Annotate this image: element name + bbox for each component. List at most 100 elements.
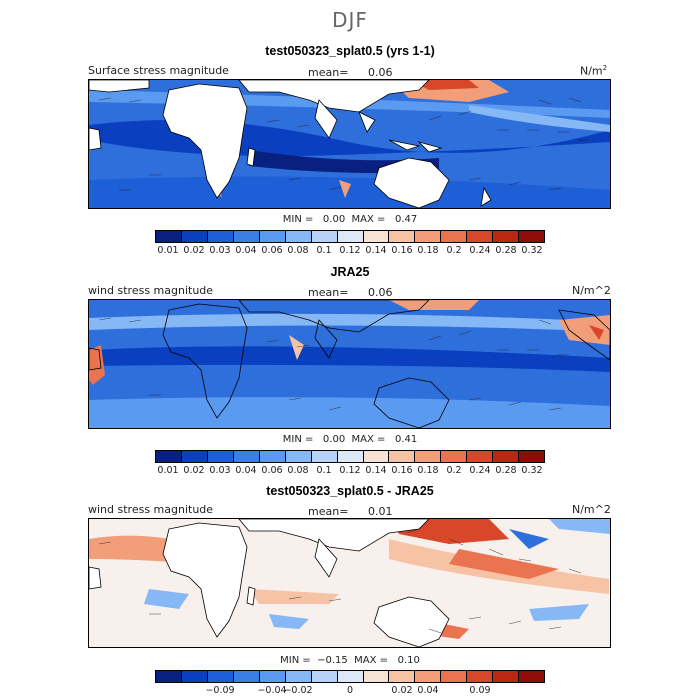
colorbar-tick-label: 0.32 (521, 465, 543, 476)
panel-1-colorbar (155, 230, 545, 243)
panel-1-mean-label: mean= (308, 66, 349, 79)
colorbar-tick-label: −0.04 (257, 685, 287, 696)
colorbar-tick-label: 0.32 (521, 245, 543, 256)
panel-3-mean-value: 0.01 (368, 505, 393, 518)
colorbar-swatch (259, 671, 286, 682)
colorbar-swatch (156, 451, 182, 462)
colorbar-tick-label: 0.03 (209, 465, 231, 476)
colorbar-swatch (207, 671, 234, 682)
colorbar-tick-label: 0.02 (183, 465, 205, 476)
colorbar-swatch (467, 451, 494, 462)
panel-2-colorbar (155, 450, 545, 463)
colorbar-swatch (441, 231, 468, 242)
colorbar-swatch (156, 231, 182, 242)
colorbar-tick-label: 0.06 (261, 465, 283, 476)
colorbar-swatch (311, 451, 338, 462)
colorbar-tick-label: 0 (346, 685, 354, 696)
colorbar-swatch (311, 671, 338, 682)
panel-3-title: test050323_splat0.5 - JRA25 (266, 484, 434, 498)
colorbar-swatch (415, 451, 442, 462)
colorbar-swatch (415, 231, 442, 242)
colorbar-swatch (467, 231, 494, 242)
colorbar-tick-label: 0.03 (209, 245, 231, 256)
colorbar-tick-label: 0.24 (469, 245, 491, 256)
colorbar-swatch (389, 231, 416, 242)
colorbar-swatch (181, 451, 208, 462)
colorbar-swatch (285, 231, 312, 242)
panel-2-mean-value: 0.06 (368, 286, 393, 299)
colorbar-tick-label: 0.24 (469, 465, 491, 476)
colorbar-swatch (156, 671, 182, 682)
panel-3-units: N/m^2 (572, 503, 611, 516)
colorbar-tick-label: 0.2 (446, 245, 462, 256)
colorbar-swatch (519, 671, 545, 682)
colorbar-tick-label: 0.08 (287, 245, 309, 256)
colorbar-swatch (467, 671, 494, 682)
colorbar-tick-label: 0.02 (183, 245, 205, 256)
panel-3-min-max: MIN = −0.15 MAX = 0.10 (280, 655, 420, 666)
colorbar-tick-label: 0.2 (446, 465, 462, 476)
panel-1-units: N/m2 (580, 64, 608, 78)
panel-3-variable-label: wind stress magnitude (88, 503, 214, 516)
colorbar-tick-label: 0.28 (495, 465, 517, 476)
colorbar-swatch (363, 451, 390, 462)
panel-3-colorbar (155, 670, 545, 683)
colorbar-swatch (311, 231, 338, 242)
panel-1-mean-value: 0.06 (368, 66, 393, 79)
colorbar-swatch (441, 671, 468, 682)
colorbar-swatch (493, 451, 520, 462)
colorbar-tick-label: 0.12 (339, 465, 361, 476)
colorbar-swatch (285, 451, 312, 462)
figure-title: DJF (332, 8, 368, 32)
colorbar-swatch (493, 671, 520, 682)
colorbar-tick-label: 0.01 (157, 245, 179, 256)
colorbar-tick-label: 0.04 (235, 465, 257, 476)
panel-3-map (88, 518, 611, 648)
panel-1-colorbar-ticks: 0.01 0.02 0.03 0.04 0.06 0.08 0.1 0.12 0.14 0.16 0… (155, 245, 545, 257)
colorbar-tick-label: 0.08 (287, 465, 309, 476)
panel-1-variable-label: Surface stress magnitude (88, 64, 229, 77)
colorbar-tick-label: 0.16 (391, 245, 413, 256)
colorbar-tick-label: 0.28 (495, 245, 517, 256)
panel-2-map (88, 299, 611, 429)
colorbar-swatch (337, 451, 364, 462)
colorbar-swatch (233, 451, 260, 462)
panel-1-min-max: MIN = 0.00 MAX = 0.47 (282, 214, 418, 225)
colorbar-tick-label: 0.04 (417, 685, 439, 696)
panel-2-variable-label: wind stress magnitude (88, 284, 214, 297)
colorbar-swatch (337, 671, 364, 682)
colorbar-swatch (285, 671, 312, 682)
colorbar-swatch (233, 671, 260, 682)
colorbar-swatch (363, 231, 390, 242)
colorbar-swatch (181, 231, 208, 242)
panel-2-title: JRA25 (330, 265, 370, 279)
colorbar-tick-label: 0.18 (417, 245, 439, 256)
colorbar-tick-label: 0.18 (417, 465, 439, 476)
colorbar-tick-label: 0.16 (391, 465, 413, 476)
colorbar-tick-label: 0.1 (316, 465, 332, 476)
colorbar-tick-label: −0.09 (205, 685, 235, 696)
colorbar-tick-label: 0.01 (157, 465, 179, 476)
colorbar-tick-label: 0.02 (391, 685, 413, 696)
panel-3-mean-label: mean= (308, 505, 349, 518)
panel-2-mean-label: mean= (308, 286, 349, 299)
colorbar-swatch (363, 671, 390, 682)
panel-3-colorbar-ticks: −0.09 −0.04 −0.02 0 0.02 0.04 0.09 (155, 685, 545, 697)
panel-2-min-max: MIN = 0.00 MAX = 0.41 (282, 434, 418, 445)
colorbar-swatch (519, 231, 545, 242)
colorbar-swatch (181, 671, 208, 682)
colorbar-swatch (389, 451, 416, 462)
colorbar-swatch (519, 451, 545, 462)
colorbar-tick-label: 0.06 (261, 245, 283, 256)
colorbar-swatch (415, 671, 442, 682)
panel-2-units: N/m^2 (572, 284, 611, 297)
colorbar-swatch (259, 231, 286, 242)
colorbar-swatch (337, 231, 364, 242)
colorbar-tick-label: 0.04 (235, 245, 257, 256)
colorbar-swatch (441, 451, 468, 462)
colorbar-tick-label: 0.09 (469, 685, 491, 696)
panel-2-colorbar-ticks: 0.01 0.02 0.03 0.04 0.06 0.08 0.1 0.12 0.14 0.16 0… (155, 465, 545, 477)
panel-1-map (88, 79, 611, 209)
colorbar-tick-label: 0.14 (365, 245, 387, 256)
colorbar-swatch (207, 231, 234, 242)
